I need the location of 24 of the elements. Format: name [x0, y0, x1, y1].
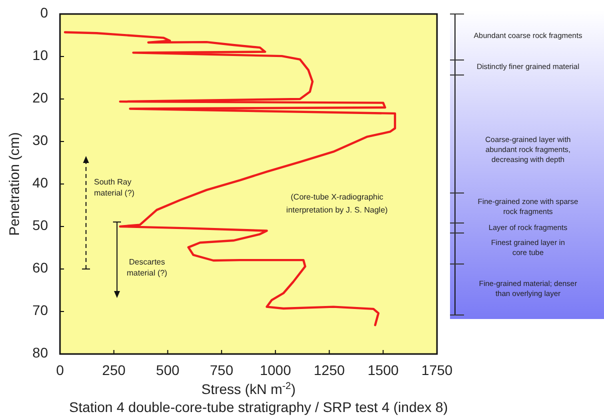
x-tick-label: 1000 — [260, 362, 292, 378]
y-tick-label: 40 — [32, 174, 48, 191]
text: Station 4 double-core-tube stratigraphy / SRP test 4 (index 8) — [69, 399, 448, 415]
x-tick-label: 0 — [56, 362, 64, 378]
annotation: Descartes material (?) — [126, 258, 168, 278]
y-tick-label: 60 — [32, 260, 48, 276]
x-tick-label: 250 — [102, 362, 126, 378]
x-tick-label: 1750 — [421, 362, 453, 378]
y-tick-label: 0 — [40, 4, 48, 21]
y-tick-label: 70 — [32, 302, 48, 318]
y-tick-label: 30 — [32, 132, 48, 148]
line-series — [64, 31, 396, 326]
y-tick-label: 20 — [32, 90, 48, 106]
annotation: (Core-tube X-radiographic interpretation by J. S. Nagle) — [286, 192, 388, 215]
y-tick-label: 10 — [32, 47, 48, 64]
x-tick-label: 1500 — [368, 362, 399, 378]
x-axis-title: Stress (kN m$^{-2}$) — [201, 380, 296, 397]
y-tick-label: 80 — [32, 344, 48, 361]
x-tick-label: 1250 — [314, 362, 346, 378]
x-tick-label: 750 — [210, 362, 234, 378]
x-tick-label: 500 — [156, 362, 180, 378]
annotation: South Ray material (?) — [94, 178, 135, 198]
y-tick-label: 50 — [32, 217, 48, 234]
y-axis-title: Penetration (cm) — [6, 132, 22, 236]
